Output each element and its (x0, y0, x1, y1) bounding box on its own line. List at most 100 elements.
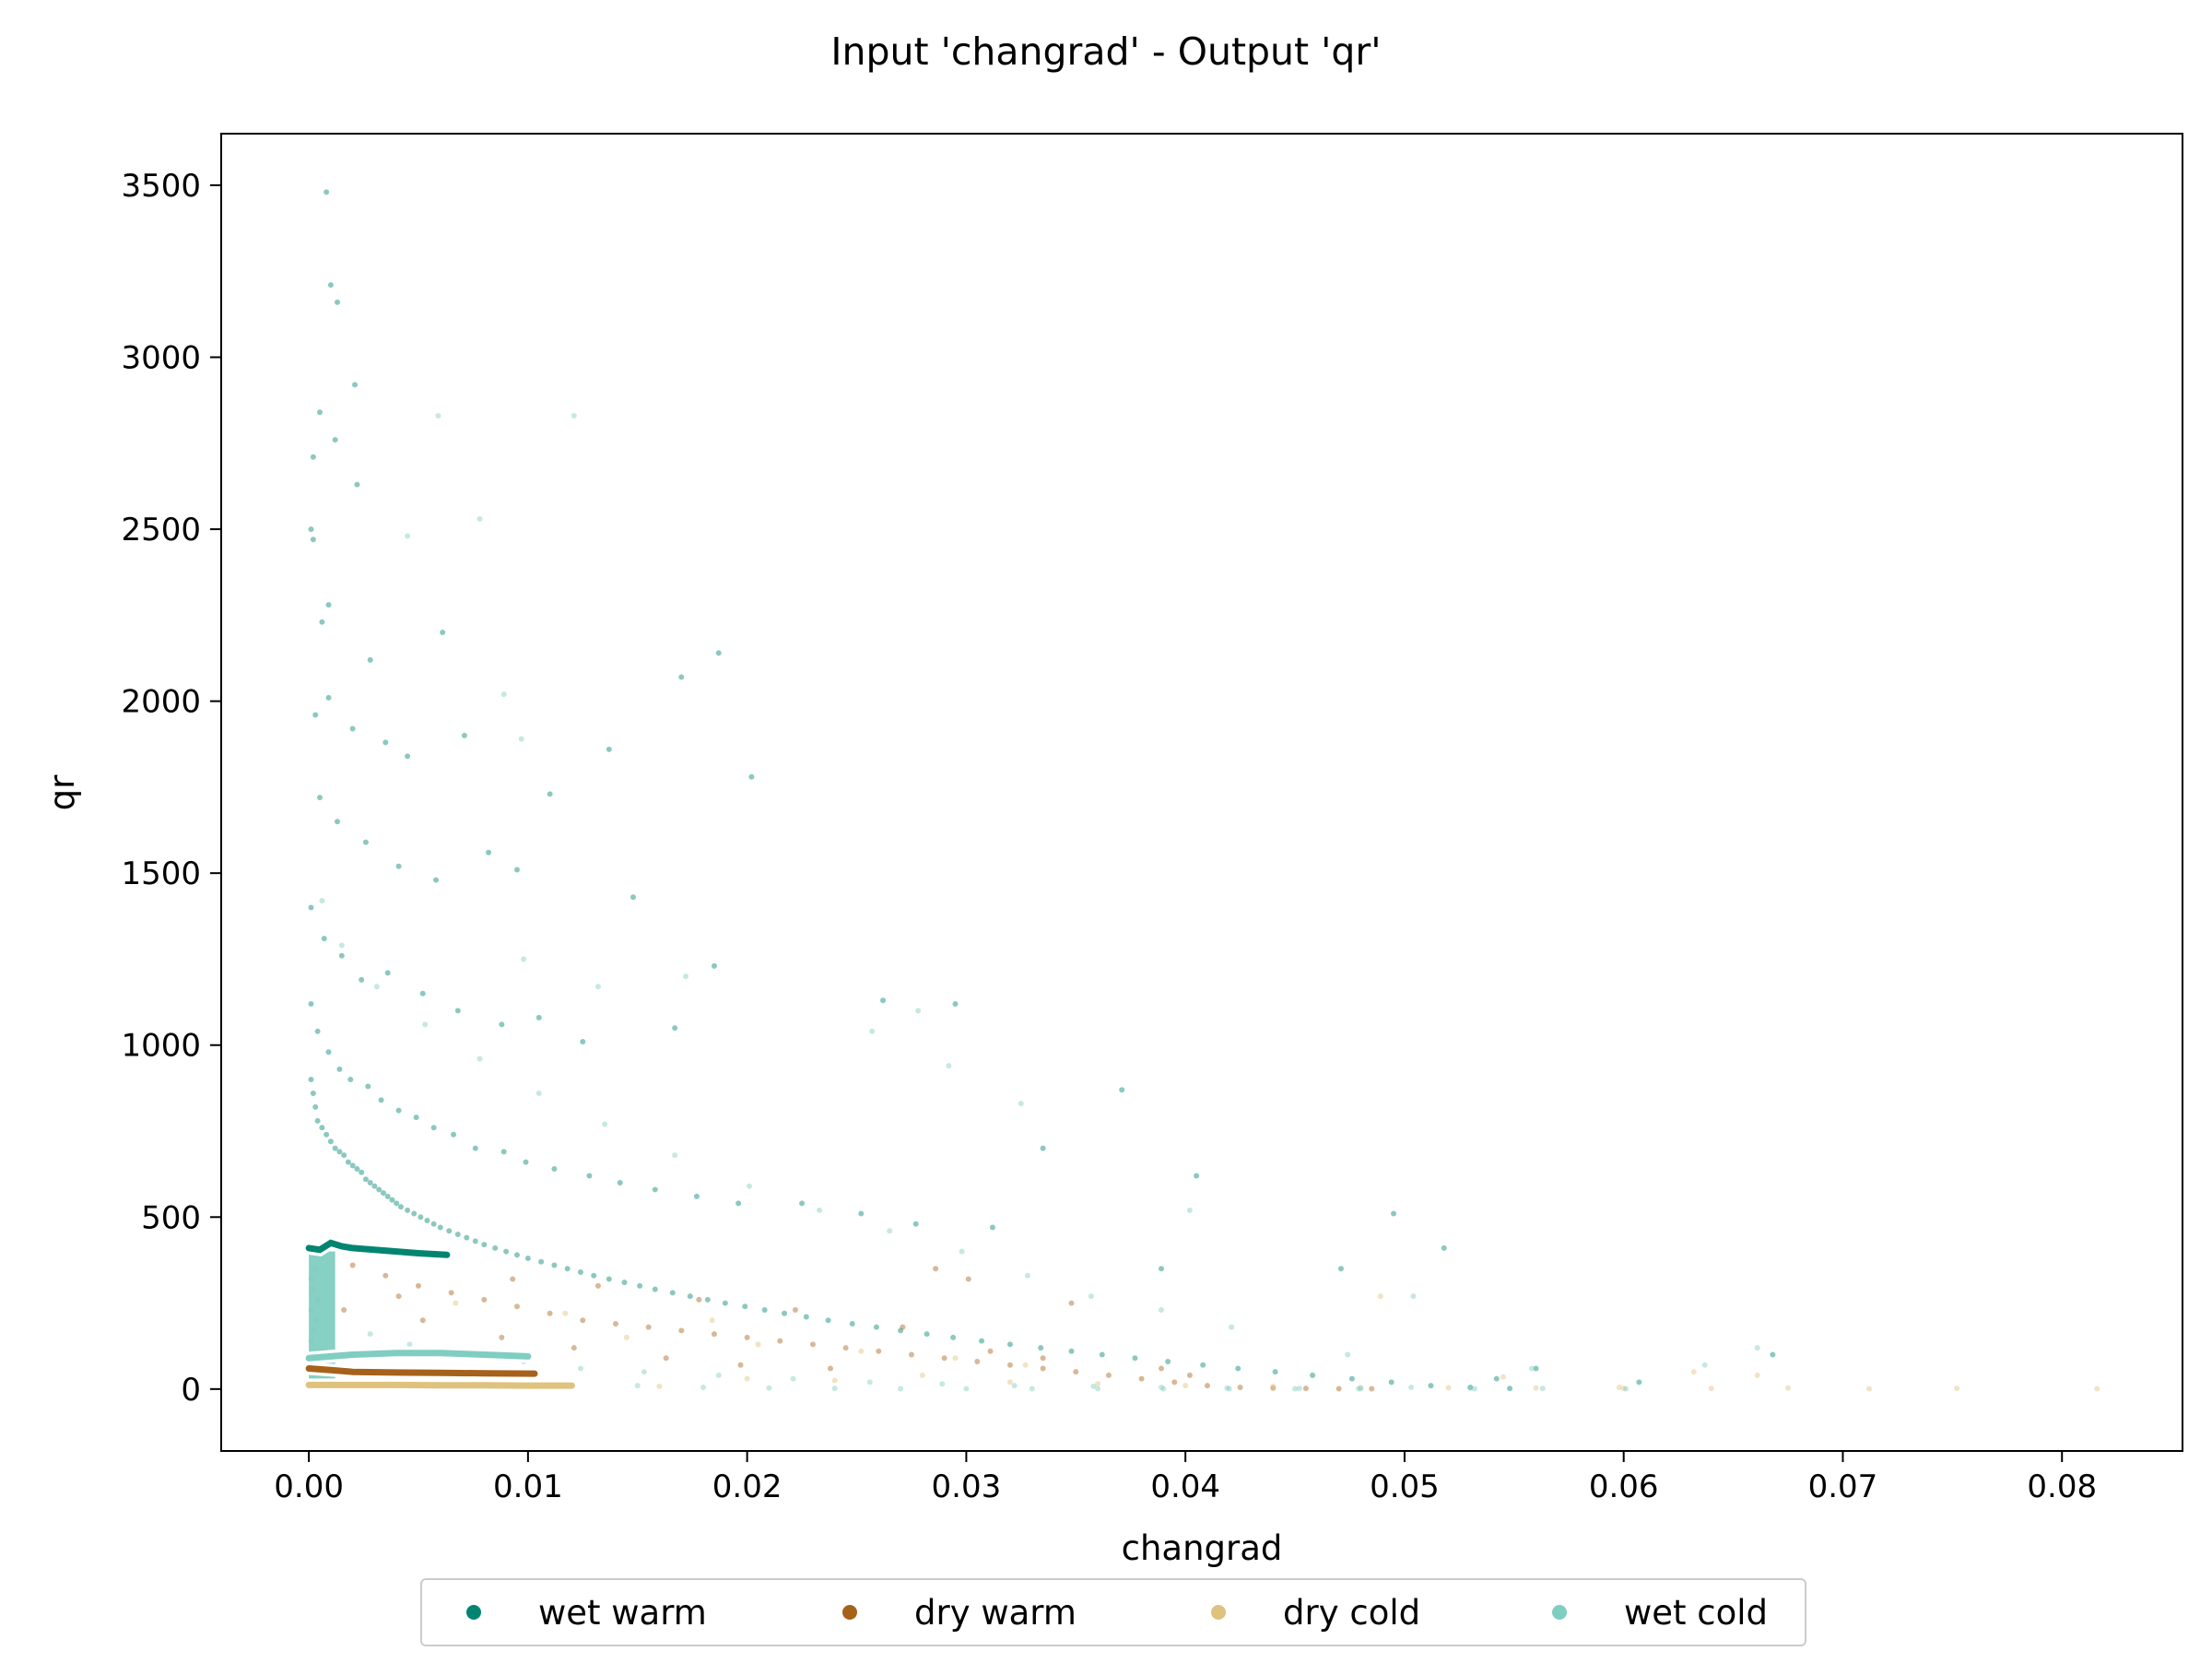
scatter-point (367, 656, 373, 663)
scatter-point (919, 1372, 925, 1378)
scatter-point (454, 1008, 461, 1014)
scatter-point (1132, 1355, 1138, 1362)
scatter-point (382, 1272, 389, 1279)
scatter-point (499, 1334, 505, 1340)
scatter-point (1620, 1386, 1627, 1392)
scatter-point (792, 1307, 798, 1314)
scatter-point (1445, 1385, 1452, 1391)
chart-title: Input 'changrad' - Output 'qr' (830, 29, 1381, 74)
scatter-point (1040, 1355, 1046, 1362)
scatter-point (486, 849, 492, 855)
scatter-point (513, 1252, 520, 1258)
scatter-point (359, 1169, 365, 1175)
scatter-point (338, 952, 345, 959)
scatter-point (809, 1341, 816, 1348)
scatter-point (831, 1377, 838, 1384)
scatter-point (310, 1090, 316, 1096)
scatter-point (312, 1266, 319, 1272)
scatter-point (310, 537, 316, 543)
scatter-point (354, 481, 360, 488)
scatter-point (1441, 1244, 1447, 1251)
scatter-point (1011, 1383, 1018, 1389)
scatter-point (1159, 1384, 1165, 1390)
scatter-point (451, 1131, 457, 1138)
scatter-point (1428, 1383, 1434, 1389)
scatter-point (737, 1362, 744, 1368)
scatter-point (1229, 1324, 1235, 1330)
scatter-point (1068, 1348, 1075, 1354)
scatter-point (1623, 1386, 1630, 1392)
scatter-point (652, 1186, 658, 1193)
scatter-point (1159, 1365, 1165, 1372)
scatter-point (591, 1272, 597, 1279)
scatter-point (1105, 1372, 1112, 1378)
scatter-point (430, 1221, 437, 1227)
legend-marker-dry-warm (842, 1605, 857, 1620)
scatter-point (869, 1028, 876, 1034)
scatter-point (641, 1369, 647, 1375)
scatter-point (742, 1303, 748, 1310)
scatter-point (1358, 1386, 1364, 1392)
scatter-point (314, 1028, 321, 1034)
scatter-point (849, 1320, 855, 1327)
scatter-point (440, 630, 446, 636)
legend-label-dry-warm: dry warm (914, 1592, 1077, 1633)
scatter-point (612, 1320, 618, 1327)
scatter-point (761, 1307, 768, 1314)
scatter-point (338, 942, 345, 949)
scatter-point (405, 753, 411, 760)
y-tick-label: 3000 (121, 340, 201, 377)
scatter-point (1369, 1386, 1375, 1392)
scatter-point (672, 1152, 678, 1159)
legend-label-wet-warm: wet warm (538, 1592, 707, 1633)
scatter-point (709, 1317, 715, 1324)
x-tick-label: 0.07 (1808, 1468, 1878, 1505)
scatter-point (1138, 1375, 1145, 1382)
scatter-point (319, 1125, 325, 1131)
scatter-point (319, 898, 325, 904)
y-axis-label: qr (42, 774, 82, 810)
scatter-point (866, 1379, 873, 1386)
scatter-point (308, 1307, 314, 1314)
scatter-point (524, 1256, 531, 1262)
scatter-point (952, 1000, 959, 1007)
scatter-point (406, 1341, 413, 1348)
legend-item-wet-warm: wet warm (466, 1580, 707, 1645)
x-tick-label: 0.02 (712, 1468, 782, 1505)
scatter-point (663, 1355, 669, 1362)
scatter-point (324, 189, 330, 195)
scatter-point (1539, 1386, 1546, 1392)
scatter-point (384, 1193, 391, 1199)
scatter-point (325, 1049, 332, 1056)
scatter-point (678, 1327, 685, 1334)
scatter-point (314, 1117, 321, 1124)
scatter-point (1528, 1365, 1535, 1372)
scatter-point (1754, 1372, 1760, 1378)
scatter-point (308, 1000, 314, 1007)
scatter-point (952, 1355, 959, 1362)
scatter-point (790, 1375, 796, 1382)
scatter-point (362, 1176, 369, 1183)
scatter-point (1500, 1374, 1506, 1380)
scatter-point (580, 1039, 586, 1045)
scatter-point (1099, 1351, 1105, 1358)
legend-label-wet-cold: wet cold (1624, 1592, 1769, 1633)
scatter-point (513, 1303, 520, 1310)
scatter-point (415, 1282, 421, 1289)
legend-marker-wet-cold (1552, 1605, 1567, 1620)
scatter-point (349, 725, 356, 732)
scatter-point (430, 1125, 437, 1131)
scatter-point (1690, 1369, 1697, 1375)
scatter-point (782, 1310, 788, 1316)
scatter-point (617, 1179, 623, 1185)
scatter-point (1237, 1384, 1243, 1390)
scatter-point (594, 1282, 601, 1289)
scatter-point (766, 1385, 772, 1391)
scatter-point (704, 1296, 711, 1303)
scatter-point (538, 1258, 545, 1265)
scatter-point (371, 1183, 378, 1189)
scatter-point (564, 1266, 571, 1272)
scatter-point (586, 1173, 593, 1179)
scatter-point (2094, 1386, 2100, 1392)
